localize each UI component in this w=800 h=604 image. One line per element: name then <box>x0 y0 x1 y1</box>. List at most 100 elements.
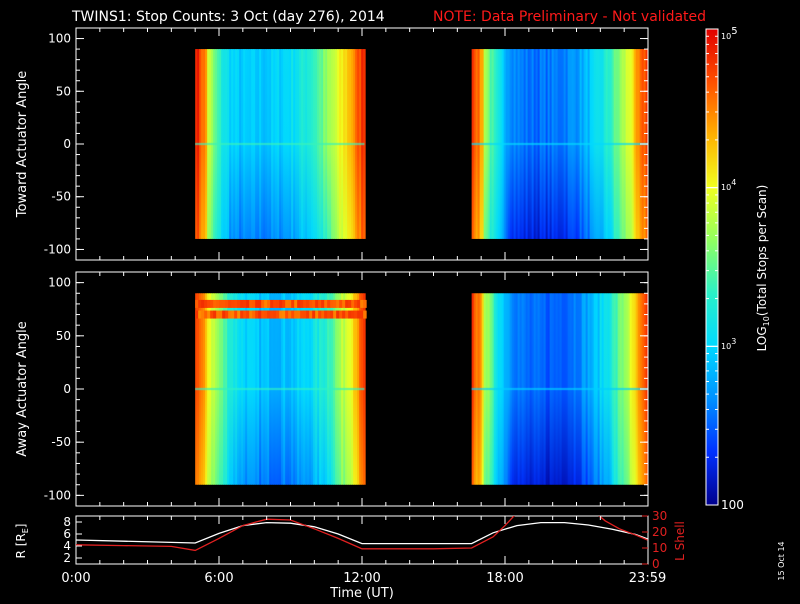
colorbar-tick-100: 100 <box>721 498 744 512</box>
time-tick-label: 12:00 <box>343 571 380 586</box>
orbit-y-axis-label: R [RE] <box>14 524 30 559</box>
colorbar-tick-1e4: 104 <box>721 178 736 192</box>
time-axis-label: Time (UT) <box>329 586 394 600</box>
heatmap-band-cell <box>207 310 211 319</box>
heatmap-band-cell <box>258 310 262 319</box>
heatmap-band-cell <box>348 299 352 308</box>
chart-title: TWINS1: Stop Counts: 3 Oct (day 276), 20… <box>71 9 385 25</box>
heatmap-band-cell <box>288 299 292 308</box>
heatmap-band-cell <box>318 299 322 308</box>
orbit-y-tick-label: 4 <box>63 539 71 553</box>
heatmap-band-cell <box>261 310 265 319</box>
time-tick-label: 0:00 <box>61 571 90 586</box>
heatmap-band-cell <box>204 299 208 308</box>
heatmap-band-cell <box>285 299 289 308</box>
heatmap-band-cell <box>351 310 355 319</box>
heatmap-band-cell <box>324 310 328 319</box>
y-tick-label: 0 <box>63 137 71 151</box>
time-tick-label: 18:00 <box>486 571 523 586</box>
heatmap-band-cell <box>342 310 346 319</box>
heatmap-band-cell <box>240 310 244 319</box>
heatmap-band-cell <box>231 310 235 319</box>
heatmap-cell-column <box>363 293 366 485</box>
heatmap-band-cell <box>348 310 352 319</box>
heatmap-band-cell <box>276 299 280 308</box>
heatmap-band-cell <box>261 299 265 308</box>
orbit-y-tick-label: 2 <box>63 551 71 565</box>
heatmap-band-cell <box>219 299 223 308</box>
heatmap-band-cell <box>264 299 268 308</box>
colorbar-gradient <box>706 29 718 505</box>
time-tick-label: 6:00 <box>204 571 233 586</box>
colorbar-tick-1e5: 105 <box>721 26 738 41</box>
time-tick-label: 23:59 <box>629 571 666 586</box>
heatmap-band-cell <box>252 310 256 319</box>
heatmap-band-cell <box>225 299 229 308</box>
heatmap-band-cell <box>339 299 343 308</box>
heatmap-band-cell <box>255 310 259 319</box>
heatmap-band-cell <box>297 310 301 319</box>
heatmap-band-cell <box>315 299 319 308</box>
y-tick-label: -50 <box>51 190 71 204</box>
heatmap-band-cell <box>228 310 232 319</box>
heatmap-band-cell <box>204 310 208 319</box>
heatmap-band-cell <box>267 299 271 308</box>
heatmap-band-cell <box>243 299 247 308</box>
heatmap-band-cell <box>279 310 283 319</box>
orbit-y2-axis-label: L Shell <box>673 521 687 561</box>
heatmap-band-cell <box>336 299 340 308</box>
heatmap-band-cell <box>258 299 262 308</box>
heatmap-band-cell <box>291 299 295 308</box>
heatmap-zero-stripe <box>471 387 648 391</box>
heatmap-band-cell <box>345 299 349 308</box>
heatmap-band-cell <box>237 299 241 308</box>
heatmap-band-cell <box>327 310 331 319</box>
y-tick-label: -100 <box>44 488 71 502</box>
heatmap-band-cell <box>300 310 304 319</box>
heatmap-band-cell <box>315 310 319 319</box>
heatmap-band-cell <box>270 310 274 319</box>
heatmap-band-cell <box>198 299 202 308</box>
heatmap-band-cell <box>222 310 226 319</box>
heatmap-band-cell <box>330 299 334 308</box>
heatmap-band-cell <box>363 310 367 319</box>
heatmap-band-cell <box>237 310 241 319</box>
heatmap-cell-column <box>363 49 366 239</box>
colorbar: 105 104 103 100 LOG10(Total Stops per Sc… <box>705 26 771 512</box>
heatmap-band-cell <box>249 299 253 308</box>
heatmap-band-cell <box>318 310 322 319</box>
heatmap-band-cell <box>285 310 289 319</box>
heatmap-band-cell <box>198 310 202 319</box>
heatmap-band-cell <box>240 299 244 308</box>
heatmap-band-cell <box>360 299 364 308</box>
heatmap-zero-stripe <box>471 142 648 146</box>
heatmap-band-cell <box>231 299 235 308</box>
heatmap-band-cell <box>339 310 343 319</box>
heatmap-band-cell <box>246 310 250 319</box>
heatmap-band-cell <box>312 299 316 308</box>
heatmap-band-cell <box>201 310 205 319</box>
heatmap-band-cell <box>201 299 205 308</box>
colorbar-tick-1e3: 103 <box>721 337 736 351</box>
heatmap-band-cell <box>303 310 307 319</box>
away-heatmap-panel: 100 50 0 -50 -100 Away Actuator Angle <box>15 271 649 507</box>
heatmap-zero-stripe <box>195 142 365 146</box>
heatmap-band-cell <box>309 299 313 308</box>
heatmap-band-cell <box>351 299 355 308</box>
toward-y-axis-label: Toward Actuator Angle <box>15 71 30 218</box>
heatmap-band-cell <box>354 310 358 319</box>
heatmap-band-cell <box>195 310 199 319</box>
orbit-y-tick-label: 8 <box>63 515 71 529</box>
orbit-y2-tick-label: 20 <box>652 525 667 539</box>
heatmap-band-cell <box>303 299 307 308</box>
heatmap-band-cell <box>216 310 220 319</box>
heatmap-band-cell <box>333 299 337 308</box>
orbit-y2-tick-label: 30 <box>652 509 667 523</box>
data-note: NOTE: Data Preliminary - Not validated <box>433 9 706 25</box>
heatmap-band-cell <box>249 310 253 319</box>
heatmap-band-cell <box>294 310 298 319</box>
heatmap-zero-stripe <box>195 387 365 391</box>
orbit-y-tick-label: 6 <box>63 527 71 541</box>
